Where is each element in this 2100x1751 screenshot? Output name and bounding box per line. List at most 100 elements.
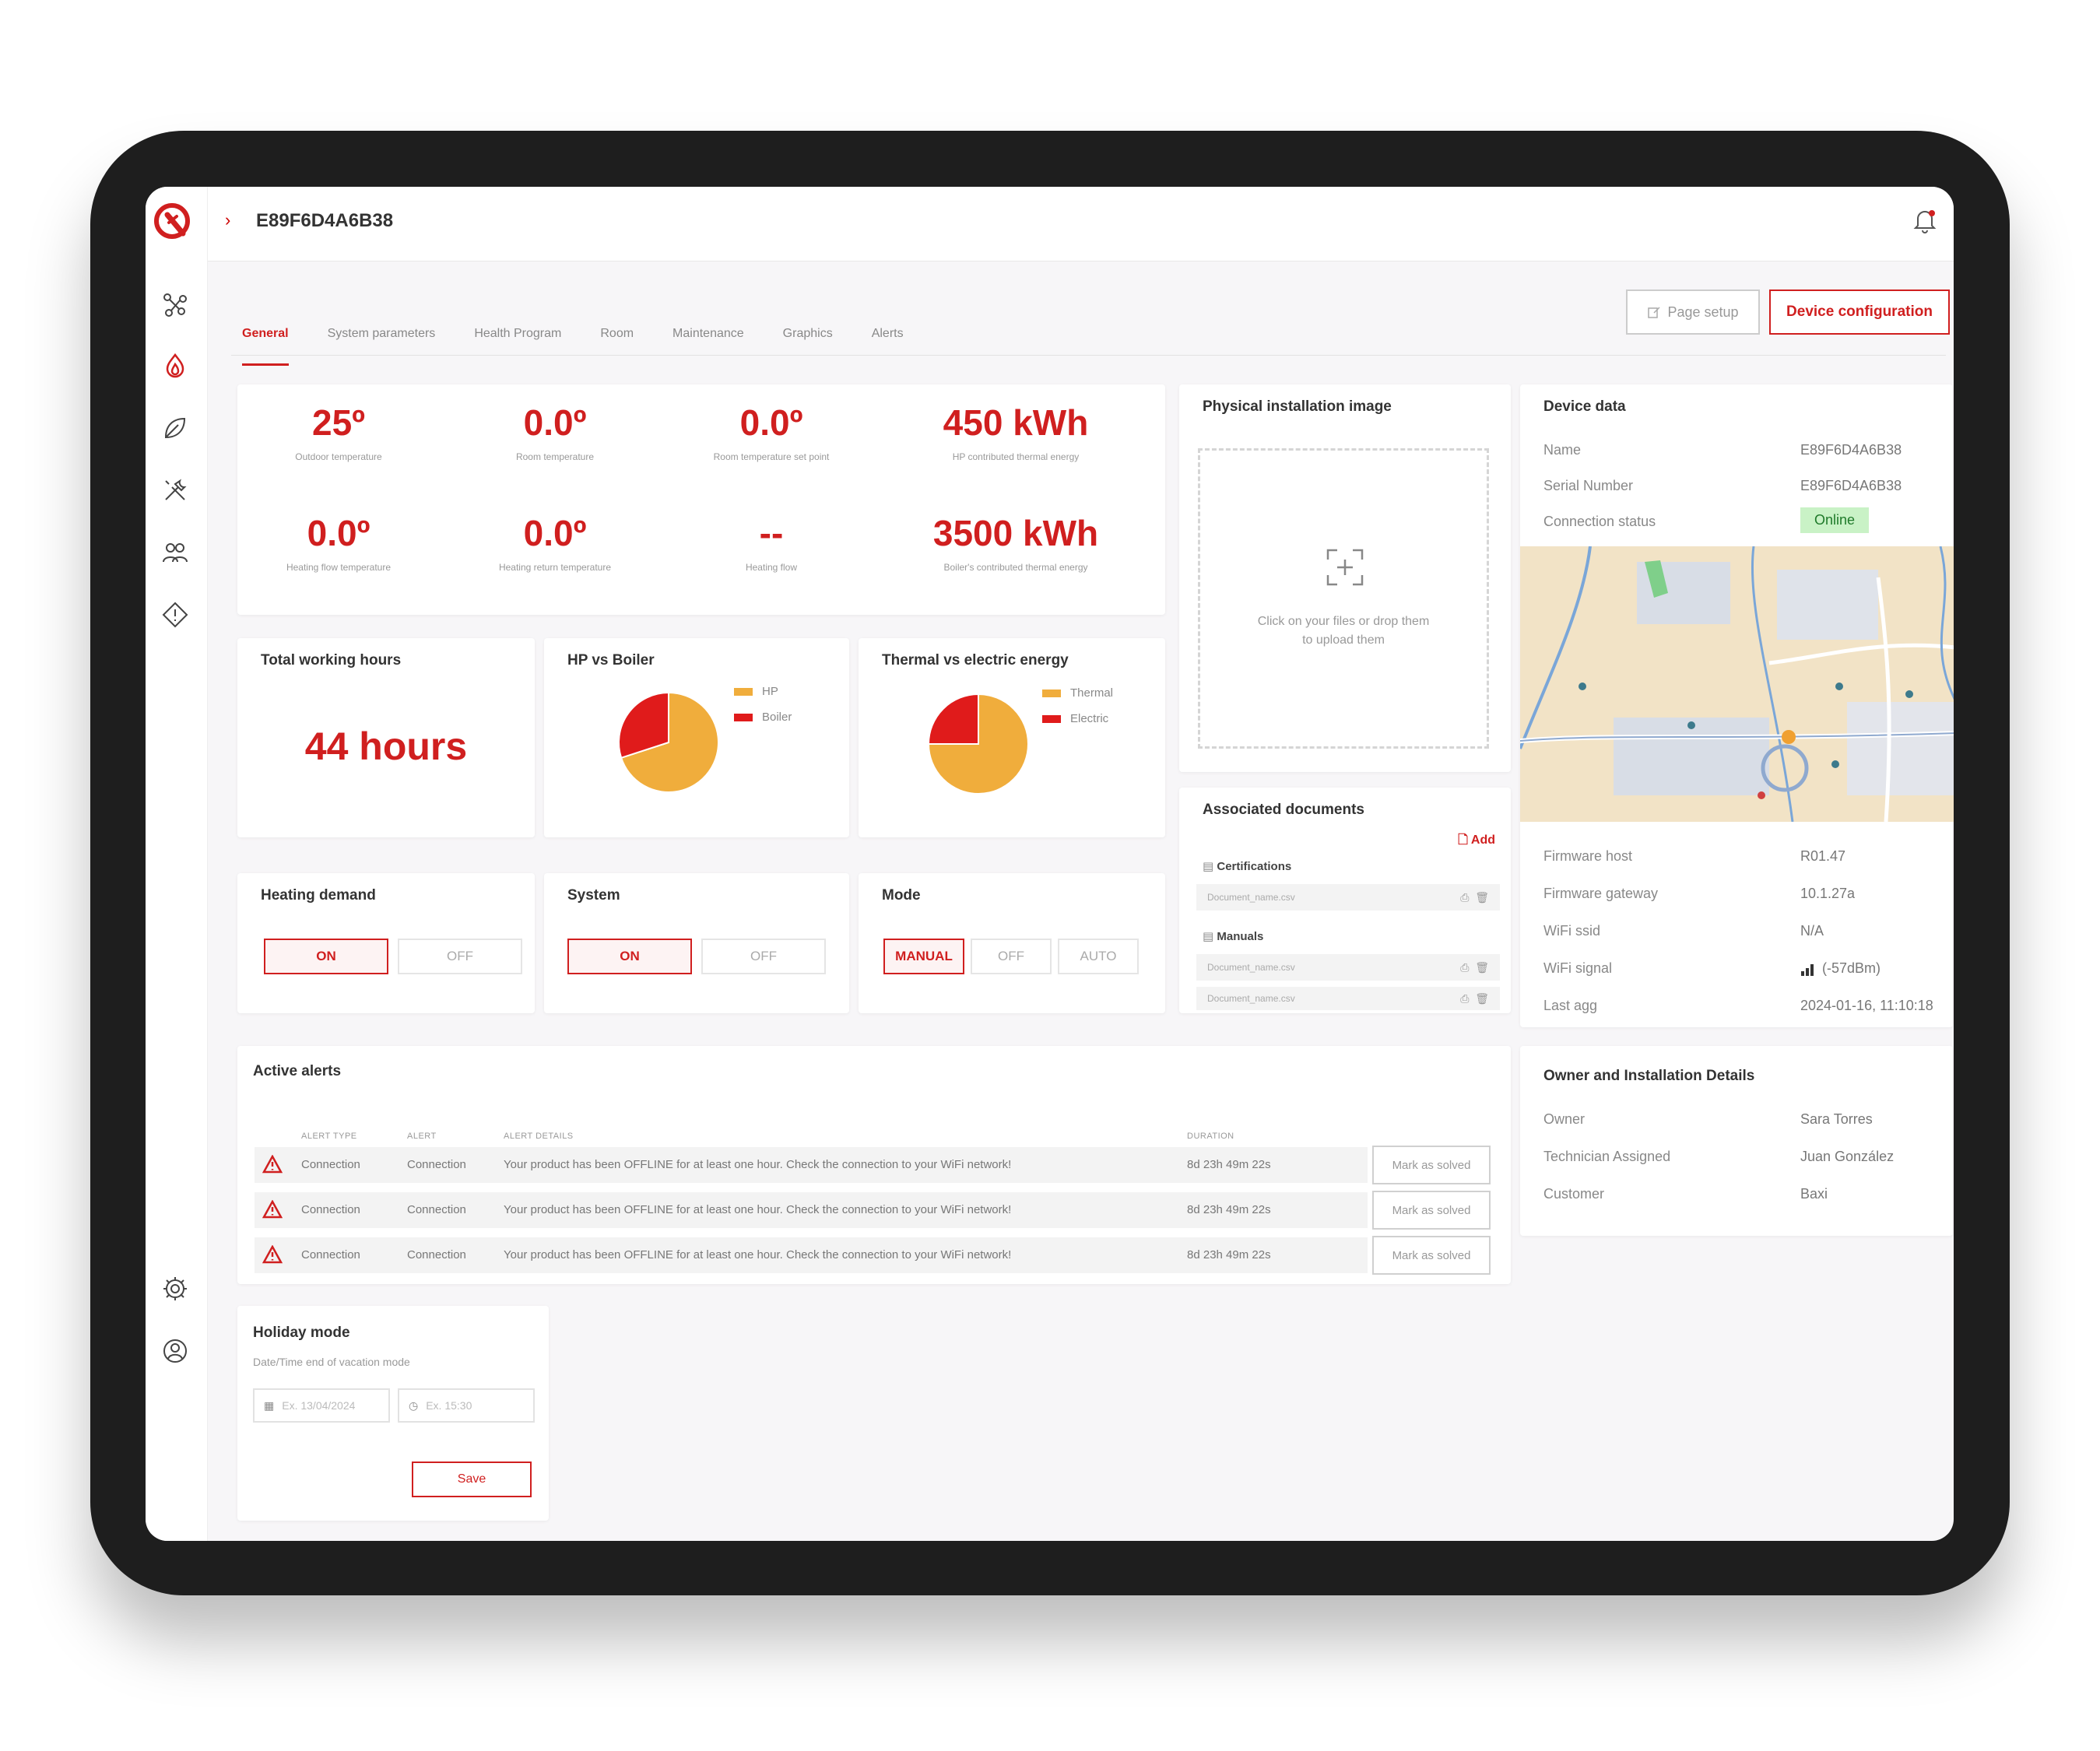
metric-hp-energy: 450 kWh HP contributed thermal energy xyxy=(899,402,1133,462)
wifi-signal-value: (-57dBm) xyxy=(1822,960,1881,976)
warning-triangle-icon xyxy=(262,1200,283,1219)
table-row: Connection Connection Your product has b… xyxy=(255,1237,1368,1273)
brand-logo-icon[interactable] xyxy=(152,199,195,243)
tab-graphics[interactable]: Graphics xyxy=(782,327,833,340)
document-row[interactable]: Document_name.csv ⎙ 🗑 xyxy=(1196,884,1500,911)
customer-value: Baxi xyxy=(1800,1186,1828,1202)
last-agg-value: 2024-01-16, 11:10:18 xyxy=(1800,998,1933,1013)
mode-off-button[interactable]: OFF xyxy=(971,939,1052,974)
flame-icon[interactable] xyxy=(158,349,192,383)
system-off-button[interactable]: OFF xyxy=(701,939,826,974)
column-duration: DURATION xyxy=(1187,1132,1234,1141)
duration-cell: 8d 23h 49m 22s xyxy=(1187,1248,1271,1261)
owner-details-card: Owner and Installation Details Owner Sar… xyxy=(1520,1046,1953,1236)
download-icon[interactable]: ⎙ xyxy=(1460,992,1470,1005)
trash-icon[interactable]: 🗑 xyxy=(1475,961,1489,974)
card-title: Heating demand xyxy=(261,887,376,904)
table-row: Connection Connection Your product has b… xyxy=(255,1192,1368,1228)
certifications-section: ▤ Certifications xyxy=(1203,859,1291,873)
alert-type-cell: Connection xyxy=(301,1203,360,1216)
signal-bars-icon xyxy=(1801,963,1814,976)
tab-maintenance[interactable]: Maintenance xyxy=(672,327,744,340)
download-icon[interactable]: ⎙ xyxy=(1460,961,1470,974)
tab-health-program[interactable]: Health Program xyxy=(474,327,562,340)
mark-as-solved-button[interactable]: Mark as solved xyxy=(1372,1236,1491,1275)
bell-icon[interactable] xyxy=(1912,207,1938,233)
mode-manual-button[interactable]: MANUAL xyxy=(883,939,964,974)
system-card: System ON OFF xyxy=(544,873,849,1013)
upload-text-line-2: to upload them xyxy=(1302,633,1385,647)
metric-value: 25º xyxy=(312,402,365,443)
leaf-icon[interactable] xyxy=(158,411,192,445)
tab-alerts[interactable]: Alerts xyxy=(871,327,904,340)
holiday-date-input[interactable]: ▦ Ex. 13/04/2024 xyxy=(253,1388,390,1423)
installation-image-card: Physical installation image Click on you… xyxy=(1179,384,1511,772)
working-hours-card: Total working hours 44 hours xyxy=(237,638,535,837)
upload-dropzone[interactable]: Click on your files or drop them to uplo… xyxy=(1198,448,1489,749)
mode-auto-button[interactable]: AUTO xyxy=(1058,939,1139,974)
trash-icon[interactable]: 🗑 xyxy=(1475,891,1489,904)
name-label: Name xyxy=(1543,442,1582,458)
working-hours-value: 44 hours xyxy=(304,725,468,768)
page-title: E89F6D4A6B38 xyxy=(256,210,394,231)
trash-icon[interactable]: 🗑 xyxy=(1475,992,1489,1005)
settings-gear-icon[interactable] xyxy=(158,1272,192,1306)
metric-label: Boiler's contributed thermal energy xyxy=(943,562,1088,573)
clock-icon: ◷ xyxy=(409,1398,419,1412)
legend-swatch-hp xyxy=(734,687,753,696)
metric-value: 0.0º xyxy=(739,402,803,443)
legend-label-thermal: Thermal xyxy=(1070,686,1114,700)
metric-heating-flow-temperature: 0.0º Heating flow temperature xyxy=(237,512,440,573)
alert-details-cell: Your product has been OFFLINE for at lea… xyxy=(504,1158,1012,1171)
legend-label-boiler: Boiler xyxy=(762,711,792,724)
document-row[interactable]: Document_name.csv ⎙ 🗑 xyxy=(1196,954,1500,981)
holiday-time-input[interactable]: ◷ Ex. 15:30 xyxy=(398,1388,535,1423)
tab-bar: General System parameters Health Program… xyxy=(242,327,904,366)
owner-value: Sara Torres xyxy=(1800,1111,1873,1127)
network-icon[interactable] xyxy=(158,288,192,322)
serial-number-label: Serial Number xyxy=(1543,478,1634,493)
document-row[interactable]: Document_name.csv ⎙ 🗑 xyxy=(1196,987,1500,1010)
system-on-button[interactable]: ON xyxy=(567,939,692,974)
alert-cell: Connection xyxy=(407,1203,466,1216)
metric-room-set-point: 0.0º Room temperature set point xyxy=(670,402,873,462)
device-configuration-button[interactable]: Device configuration xyxy=(1769,289,1950,335)
pie-slice-thermal xyxy=(927,693,1029,795)
metric-outdoor-temperature: 25º Outdoor temperature xyxy=(237,402,440,462)
firmware-gateway-label: Firmware gateway xyxy=(1543,886,1659,901)
pie-slice-boiler xyxy=(618,691,669,760)
card-title: Mode xyxy=(882,887,921,904)
user-account-icon[interactable] xyxy=(158,1334,192,1368)
heating-demand-on-button[interactable]: ON xyxy=(264,939,388,974)
download-icon[interactable]: ⎙ xyxy=(1460,891,1470,904)
metric-heating-flow: -- Heating flow xyxy=(670,512,873,573)
save-button[interactable]: Save xyxy=(412,1462,532,1497)
tab-general[interactable]: General xyxy=(242,327,289,366)
tab-system-parameters[interactable]: System parameters xyxy=(327,327,436,340)
manuals-section: ▤ Manuals xyxy=(1203,929,1263,943)
serial-number-value: E89F6D4A6B38 xyxy=(1800,478,1902,493)
metric-boiler-energy: 3500 kWh Boiler's contributed thermal en… xyxy=(899,512,1133,573)
users-icon[interactable] xyxy=(158,535,192,570)
add-document-button[interactable]: 🗋 Add xyxy=(1458,831,1495,852)
mark-as-solved-button[interactable]: Mark as solved xyxy=(1372,1191,1491,1230)
breadcrumb-chevron-icon[interactable]: › xyxy=(225,210,231,230)
alert-diamond-icon[interactable] xyxy=(158,598,192,632)
app-screen: › E89F6D4A6B38 General System parameters… xyxy=(146,187,1954,1541)
heating-demand-off-button[interactable]: OFF xyxy=(398,939,522,974)
alert-type-cell: Connection xyxy=(301,1158,360,1171)
page-setup-button[interactable]: Page setup xyxy=(1626,289,1760,335)
alert-details-cell: Your product has been OFFLINE for at lea… xyxy=(504,1203,1012,1216)
upload-instructions: Click on your files or drop them to uplo… xyxy=(1200,612,1487,650)
location-map[interactable] xyxy=(1520,546,1954,822)
owner-label: Owner xyxy=(1543,1111,1586,1127)
tab-room[interactable]: Room xyxy=(600,327,634,340)
metric-label: Heating flow xyxy=(745,562,798,573)
column-alert-type: ALERT TYPE xyxy=(301,1132,357,1141)
holiday-mode-card: Holiday mode Date/Time end of vacation m… xyxy=(237,1306,549,1521)
thermal-vs-electric-card: Thermal vs electric energy Thermal Elect… xyxy=(859,638,1165,837)
last-agg-label: Last agg xyxy=(1543,998,1598,1013)
tools-icon[interactable] xyxy=(158,473,192,507)
wifi-signal-label: WiFi signal xyxy=(1543,960,1613,976)
mark-as-solved-button[interactable]: Mark as solved xyxy=(1372,1146,1491,1184)
